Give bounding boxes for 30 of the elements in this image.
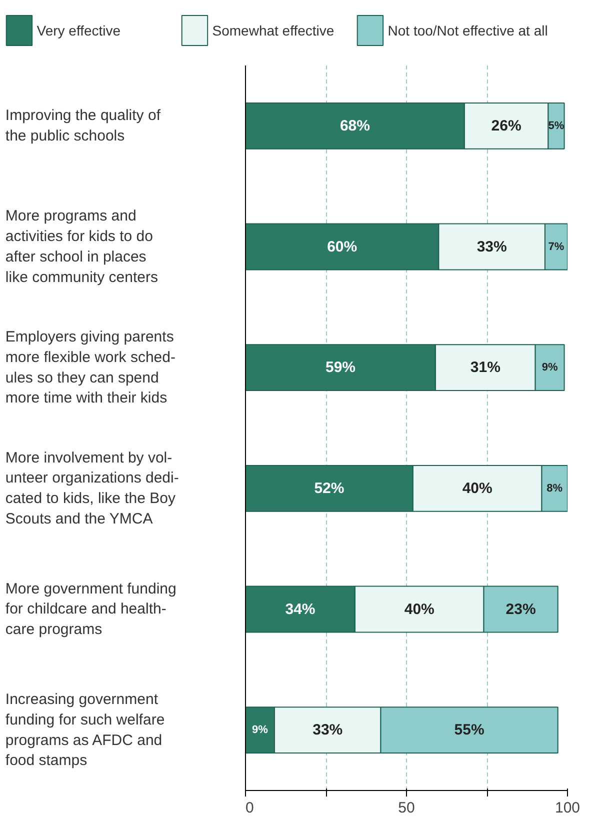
data-label: 9%: [542, 362, 558, 374]
data-label: 26%: [491, 117, 522, 134]
legend-label: Very effective: [36, 22, 121, 38]
data-label: 31%: [470, 359, 500, 376]
data-label: 55%: [454, 722, 484, 739]
x-tick-label: 100: [554, 800, 580, 816]
data-label: 8%: [546, 482, 563, 494]
data-label: 60%: [327, 238, 358, 256]
y-tick-label: More involvement by vol- unteer organizations dedi- cated to kids, like the Boy Scouts and the YMCA: [5, 449, 179, 528]
y-tick-label: Improving the quality of the public schools: [5, 107, 162, 145]
legend-label: Not too/Not effective at all: [388, 22, 548, 38]
data-label: 40%: [404, 600, 434, 618]
y-tick-label: More programs and activities for kids to do after school in places like community centers: [5, 208, 158, 286]
data-label: 33%: [312, 722, 343, 739]
y-tick-label: More government funding for childcare and health- care programs: [5, 580, 176, 638]
data-label: 9%: [252, 724, 268, 736]
data-label: 59%: [325, 359, 356, 376]
data-label: 40%: [462, 480, 492, 497]
data-label: 7%: [548, 240, 564, 253]
x-tick-label: 50: [398, 800, 415, 816]
data-label: 23%: [506, 600, 536, 618]
legend-label: Somewhat effective: [212, 22, 334, 38]
y-tick-label: Employers giving parents more flexible work sched- ules so they can spend more time with their kids: [5, 328, 176, 407]
data-label: 5%: [548, 120, 564, 132]
x-tick-label: 0: [246, 800, 254, 816]
data-label: 34%: [285, 600, 316, 618]
data-label: 68%: [340, 117, 370, 134]
y-tick-label: Increasing government funding for such welfare programs as AFDC and food stamps: [5, 690, 165, 770]
data-label: 52%: [314, 480, 344, 497]
data-label: 33%: [476, 238, 507, 256]
